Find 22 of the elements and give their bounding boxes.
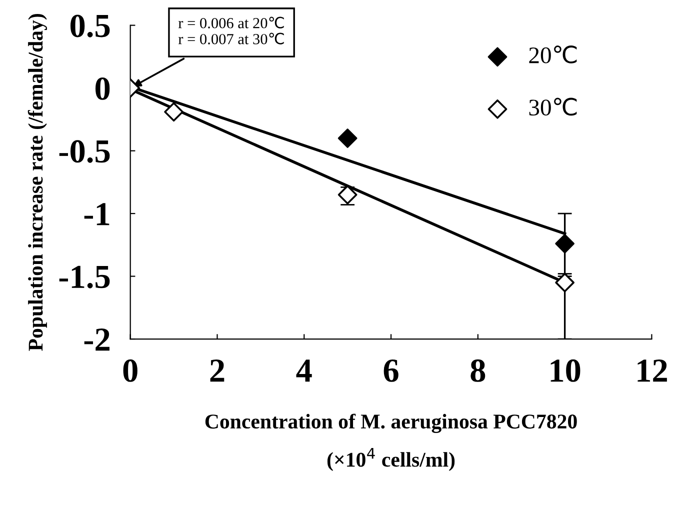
x-tick-label: 2 [210,360,224,382]
x-tick-label: 0 [123,359,138,382]
x-axis-title: Concentration of M. aeruginosa PCC7820 (×10$^{4}$ cells/ml) [205,414,577,472]
x-tick-label: 10 [550,359,580,382]
y-axis-title: Population increase rate (/female/day) [28,14,48,351]
y-tick-label: 0.5 [70,14,110,38]
y-tick-label: 0 [96,77,110,100]
legend-label: 20℃ [529,46,577,64]
x-tick-label: 6 [384,360,398,382]
x-tick-label: 8 [470,359,486,382]
x-tick-label: 12 [638,360,667,382]
annotation: r = 0.006 at 20℃ r = 0.007 at 30℃ [178,16,284,44]
y-tick-label: -1 [84,203,110,226]
point [555,272,574,292]
y-tick-label: -2 [84,328,110,351]
y-tick-label: -1.5 [59,266,110,288]
legend-label: 30℃ [529,98,577,116]
point [555,234,574,254]
point [338,128,358,148]
x-tick-label: 4 [296,360,312,382]
y-tick-label: -0.5 [59,140,110,163]
point [164,102,184,122]
